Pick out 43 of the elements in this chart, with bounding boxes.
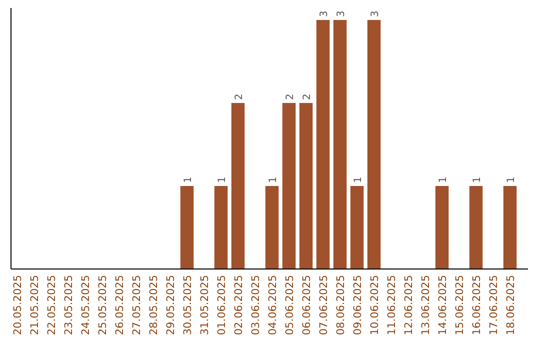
x-tick-label: 28.05.2025 — [148, 275, 160, 336]
x-tick-label: 22.05.2025 — [46, 275, 58, 336]
x-tick-label: 18.06.2025 — [505, 275, 517, 336]
x-tick-label: 06.06.2025 — [301, 275, 313, 336]
x-tick-label: 17.06.2025 — [488, 275, 500, 336]
x-tick-label: 27.05.2025 — [131, 275, 143, 336]
data-label: 2 — [234, 94, 245, 100]
x-tick-label: 02.06.2025 — [233, 275, 245, 336]
data-label: 3 — [319, 10, 330, 17]
data-label: 3 — [370, 10, 381, 17]
x-tick-label: 26.05.2025 — [114, 275, 126, 336]
data-label: 3 — [336, 10, 347, 17]
x-tick-label: 31.05.2025 — [199, 275, 211, 336]
x-tick-label: 16.06.2025 — [471, 275, 483, 336]
x-tick-label: 07.06.2025 — [318, 275, 330, 336]
data-label: 1 — [506, 176, 517, 183]
x-tick-label: 01.06.2025 — [216, 275, 228, 336]
x-tick-label: 04.06.2025 — [267, 275, 279, 336]
x-tick-label: 10.06.2025 — [369, 275, 381, 336]
x-tick-label: 11.06.2025 — [386, 275, 398, 336]
x-tick-label: 15.06.2025 — [454, 275, 466, 336]
x-tick-label: 08.06.2025 — [335, 275, 347, 336]
x-tick-label: 13.06.2025 — [420, 275, 432, 336]
x-tick-label: 03.06.2025 — [250, 275, 262, 336]
data-label: 1 — [438, 176, 449, 183]
x-tick-label: 30.05.2025 — [182, 275, 194, 336]
data-label: 1 — [183, 176, 194, 183]
x-tick-label: 14.06.2025 — [437, 275, 449, 336]
x-tick-label: 24.05.2025 — [80, 275, 92, 336]
data-label: 1 — [472, 176, 483, 183]
data-label: 2 — [285, 94, 296, 100]
data-label: 1 — [217, 176, 228, 183]
x-tick-label: 05.06.2025 — [284, 275, 296, 336]
x-tick-label: 09.06.2025 — [352, 275, 364, 336]
x-tick-label: 12.06.2025 — [403, 275, 415, 336]
x-tick-label: 29.05.2025 — [165, 275, 177, 336]
x-tick-label: 25.05.2025 — [97, 275, 109, 336]
x-tick-label: 20.05.2025 — [12, 275, 24, 336]
x-tick-label: 21.05.2025 — [29, 275, 41, 336]
data-label: 2 — [302, 94, 313, 100]
data-label: 1 — [353, 176, 364, 183]
data-label: 1 — [268, 176, 279, 183]
x-tick-label: 23.05.2025 — [63, 275, 75, 336]
